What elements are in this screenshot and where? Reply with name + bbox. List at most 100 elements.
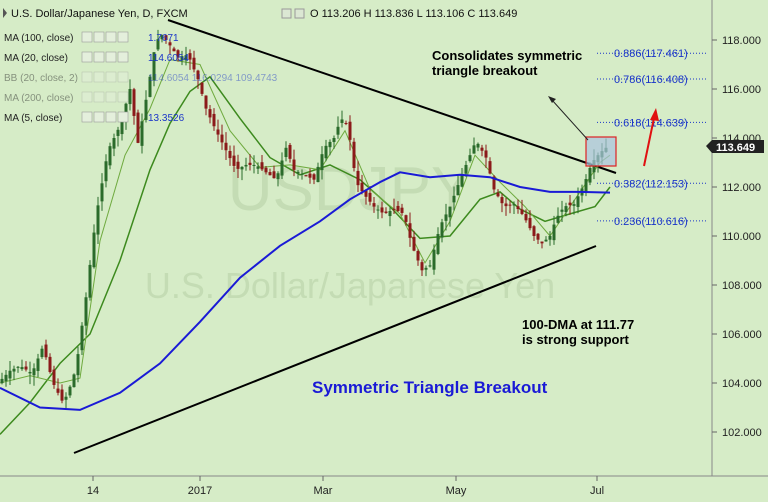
candle-up	[388, 211, 392, 217]
candle-down	[220, 134, 224, 143]
candlesticks	[0, 29, 608, 409]
candle-up	[184, 55, 188, 61]
fib-label: 0.618(114.639)	[614, 117, 688, 129]
candle-up	[156, 39, 160, 50]
candle-up	[456, 185, 460, 196]
indicator-control-icon[interactable]	[93, 31, 105, 43]
x-tick-label: 2017	[188, 485, 212, 497]
indicator-row[interactable]: MA (5, close) 13.3526	[4, 111, 185, 124]
candle-up	[112, 138, 116, 149]
candle-down	[188, 53, 192, 60]
fibonacci-levels: 0.886(117.461) 0.786(116.408) 0.618(114.63…	[597, 48, 708, 228]
indicator-control-icon[interactable]	[117, 91, 129, 103]
indicator-label: MA (5, close)	[4, 113, 62, 124]
x-tick-label: 14	[87, 485, 99, 497]
ma5-line[interactable]	[0, 59, 611, 384]
indicator-control-icon[interactable]	[81, 111, 93, 123]
indicator-control-icon[interactable]	[117, 111, 129, 123]
indicator-control-icon[interactable]	[93, 51, 105, 63]
indicator-control-icon[interactable]	[81, 71, 93, 83]
candle-up	[444, 214, 448, 221]
indicator-control-icon[interactable]	[93, 111, 105, 123]
y-tick-label: 106.000	[722, 329, 762, 341]
lower-trendline[interactable]	[73, 245, 597, 454]
indicator-label: MA (20, close)	[4, 53, 68, 64]
indicator-row[interactable]: MA (200, close)	[4, 91, 129, 104]
candle-down	[488, 161, 492, 174]
y-tick-label: 102.000	[722, 427, 762, 439]
consolidate-annotation-line1: Consolidates symmetric	[432, 48, 582, 63]
y-tick-label: 104.000	[722, 378, 762, 390]
candle-down	[348, 121, 352, 140]
candle-down	[48, 356, 52, 372]
fib-label: 0.236(110.616)	[614, 216, 688, 228]
y-tick-label: 116.000	[722, 84, 761, 96]
candle-up	[160, 35, 164, 40]
candle-down	[528, 217, 532, 229]
price-axis[interactable]: 102.000 104.000 106.000 108.000 110.000 112.0…	[712, 35, 762, 439]
candle-up	[116, 129, 120, 136]
collapse-arrow-icon[interactable]	[3, 8, 7, 18]
candle-down	[24, 366, 28, 370]
candle-down	[56, 388, 60, 393]
candle-up	[16, 366, 20, 368]
ma100-line[interactable]	[0, 171, 611, 411]
candle-down	[232, 155, 236, 166]
candle-up	[252, 164, 256, 166]
indicator-control-icon[interactable]	[81, 51, 93, 63]
indicator-control-icon[interactable]	[105, 51, 117, 63]
x-tick-label: May	[446, 485, 467, 497]
candle-up	[28, 371, 32, 374]
candle-up	[40, 348, 44, 358]
candle-up	[128, 89, 132, 105]
indicator-control-icon[interactable]	[81, 91, 93, 103]
indicator-row[interactable]: MA (20, close) 114.6054	[4, 51, 189, 64]
candle-up	[576, 196, 580, 207]
ma20-line[interactable]	[0, 75, 611, 435]
candle-up	[296, 171, 300, 174]
candle-up	[452, 195, 456, 203]
candle-up	[96, 205, 100, 235]
candle-up	[300, 173, 304, 175]
indicator-control-icon[interactable]	[117, 71, 129, 83]
candle-up	[180, 56, 184, 61]
candle-down	[228, 150, 232, 159]
header-settings-icon[interactable]	[281, 8, 292, 19]
candle-down	[536, 233, 540, 240]
candle-down	[272, 171, 276, 179]
indicator-control-icon[interactable]	[105, 91, 117, 103]
candle-down	[204, 95, 208, 109]
candle-down	[532, 226, 536, 236]
candle-up	[32, 368, 36, 376]
candle-up	[376, 209, 380, 211]
indicator-row[interactable]: MA (100, close) 1.7671	[4, 31, 179, 44]
indicator-control-icon[interactable]	[117, 51, 129, 63]
candle-down	[192, 57, 196, 70]
upper-trendline[interactable]	[167, 19, 617, 174]
candle-down	[520, 209, 524, 214]
candle-up	[244, 164, 248, 167]
time-axis[interactable]: 14 2017 Mar May Jul	[87, 476, 604, 497]
indicator-control-icon[interactable]	[117, 31, 129, 43]
indicator-control-icon[interactable]	[81, 31, 93, 43]
candle-down	[52, 369, 56, 385]
y-tick-label: 112.000	[722, 182, 761, 194]
indicator-row[interactable]: BB (20, close, 2) 114.6054 116.0294 109.4…	[4, 71, 278, 84]
chart-annotation-title: Symmetric Triangle Breakout	[312, 378, 548, 397]
candle-up	[92, 232, 96, 268]
indicator-control-icon[interactable]	[105, 71, 117, 83]
candle-up	[72, 374, 76, 388]
indicator-control-icon[interactable]	[105, 31, 117, 43]
candle-down	[380, 207, 384, 213]
candle-up	[240, 166, 244, 170]
header-visibility-icon[interactable]	[294, 8, 305, 19]
candle-up	[144, 99, 148, 120]
candle-up	[8, 370, 12, 379]
indicator-control-icon[interactable]	[93, 71, 105, 83]
candle-up	[36, 358, 40, 371]
indicator-control-icon[interactable]	[105, 111, 117, 123]
candle-up	[80, 325, 84, 351]
indicator-control-icon[interactable]	[93, 91, 105, 103]
